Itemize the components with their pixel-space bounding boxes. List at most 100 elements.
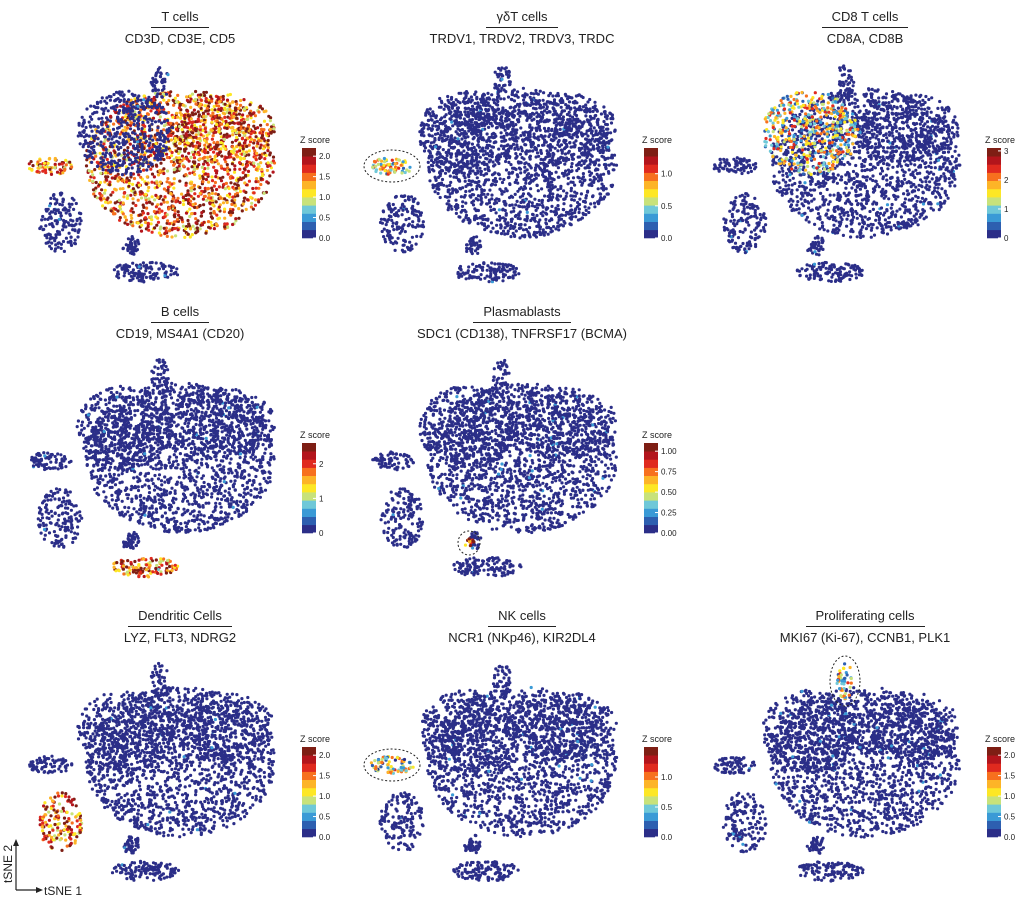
cell-point <box>200 119 204 123</box>
cell-point <box>127 272 131 276</box>
cell-point <box>124 218 129 222</box>
cell-point <box>55 208 59 212</box>
cell-point <box>112 122 116 126</box>
cell-point <box>190 233 194 237</box>
cell-point <box>236 194 240 198</box>
cell-point <box>535 231 539 235</box>
cell-point <box>551 113 555 117</box>
cell-point <box>162 84 166 88</box>
cell-point <box>72 224 76 228</box>
cell-point <box>106 161 111 165</box>
cell-point <box>137 265 141 269</box>
cell-point <box>271 170 275 174</box>
cell-point <box>241 144 245 148</box>
cell-point <box>427 154 432 158</box>
colorbar-segment <box>302 172 316 181</box>
cell-point <box>252 130 256 134</box>
cell-point <box>170 235 174 239</box>
cell-point <box>212 104 216 109</box>
cell-point <box>190 141 194 145</box>
cell-point <box>144 275 148 279</box>
cell-point <box>596 121 600 125</box>
cell-point <box>182 157 186 161</box>
cell-point <box>159 202 163 206</box>
cell-points <box>27 66 277 284</box>
cell-point <box>175 121 179 125</box>
cell-point <box>169 269 173 273</box>
cell-point <box>150 105 154 110</box>
cell-point <box>464 215 468 220</box>
cell-point <box>519 126 523 130</box>
cell-point <box>131 172 135 176</box>
cell-point <box>493 183 498 187</box>
cell-point <box>212 165 216 169</box>
cell-point <box>266 146 270 150</box>
cell-point <box>48 204 52 208</box>
cell-point <box>131 271 136 275</box>
cell-point <box>485 152 489 156</box>
cell-point <box>475 187 479 191</box>
cell-point <box>436 124 440 128</box>
cell-point <box>122 266 126 270</box>
cell-point <box>462 149 466 153</box>
cell-point <box>563 152 568 156</box>
cell-point <box>215 187 219 192</box>
cell-point <box>529 218 533 223</box>
cell-point <box>173 136 177 140</box>
cell-point <box>193 192 197 196</box>
cell-point <box>556 122 560 126</box>
cell-point <box>131 261 135 265</box>
cell-point <box>571 122 575 126</box>
cell-point <box>560 171 565 175</box>
cell-point <box>48 212 52 216</box>
cell-point <box>558 194 563 198</box>
cell-point <box>173 96 177 100</box>
cell-point <box>588 183 592 187</box>
cell-point <box>61 171 65 175</box>
cell-point <box>123 115 127 119</box>
cell-point <box>58 202 62 206</box>
cell-point <box>134 153 139 157</box>
cell-point <box>486 168 490 172</box>
cell-point <box>488 104 492 108</box>
cell-point <box>214 192 218 196</box>
cell-point <box>456 142 460 146</box>
cell-point <box>201 180 205 184</box>
cell-point <box>133 159 138 163</box>
cell-point <box>576 200 580 205</box>
cell-point <box>172 170 176 174</box>
cell-point <box>476 102 480 106</box>
cell-point <box>117 198 121 202</box>
cell-point <box>467 179 471 183</box>
cell-point <box>552 178 556 182</box>
cell-point <box>525 112 529 116</box>
cell-point <box>124 180 129 184</box>
cell-point <box>55 170 60 174</box>
cell-point <box>180 154 184 158</box>
cell-point <box>469 95 473 99</box>
cell-point <box>212 158 217 162</box>
cell-point <box>519 186 523 190</box>
cell-point <box>529 194 533 198</box>
cell-point <box>439 183 443 187</box>
cell-point <box>162 92 166 96</box>
cell-point <box>187 159 191 163</box>
cell-point <box>128 251 132 255</box>
cell-point <box>105 116 109 120</box>
cell-point <box>129 193 133 197</box>
cell-point <box>595 158 599 162</box>
cell-point <box>268 119 272 123</box>
cell-point <box>38 158 42 162</box>
cell-point <box>550 145 554 149</box>
cell-point <box>150 180 154 184</box>
cell-point <box>188 235 192 239</box>
cell-point <box>151 138 155 142</box>
cell-point <box>577 124 581 128</box>
cell-point <box>186 218 190 223</box>
cell-point <box>506 147 510 151</box>
cell-point <box>89 104 93 108</box>
cell-point <box>123 269 127 273</box>
cell-point <box>238 167 242 171</box>
cell-point <box>479 215 483 219</box>
cell-point <box>190 124 194 128</box>
